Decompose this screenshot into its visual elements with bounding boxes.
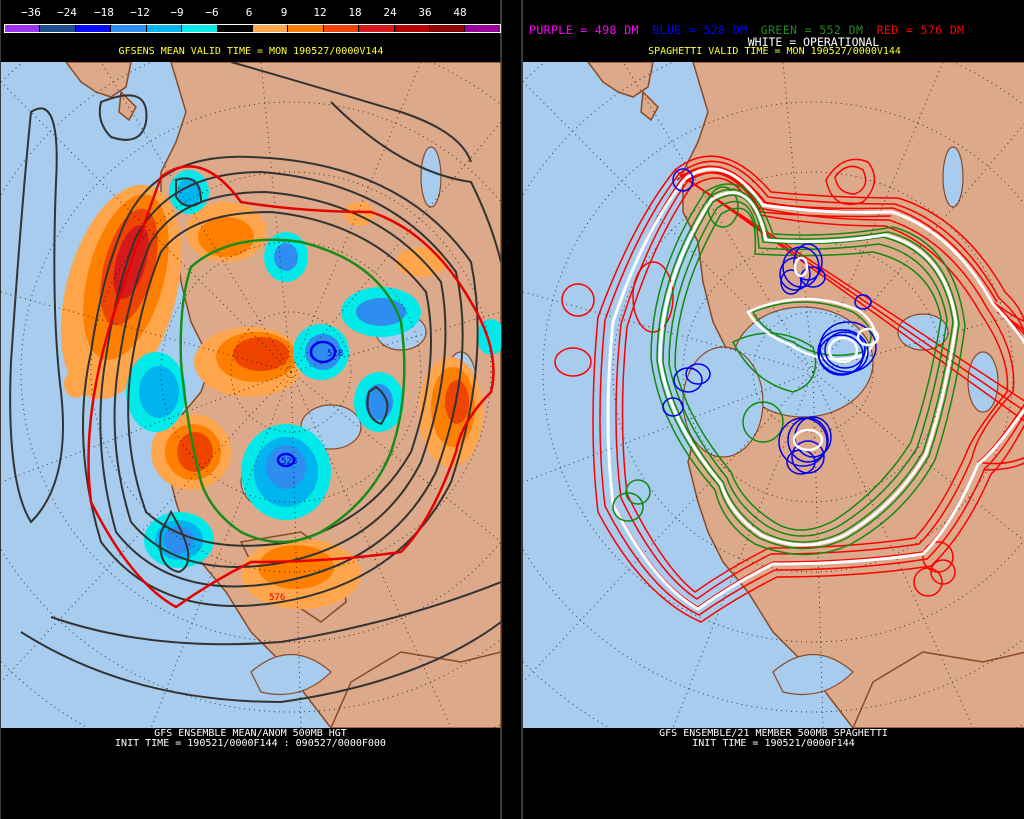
colorbar-swatch <box>359 25 395 32</box>
spaghetti-footer: GFS ENSEMBLE/21 MEMBER 500MB SPAGHETTI I… <box>523 729 1024 749</box>
contour-label: 576 <box>269 593 285 603</box>
colorbar-swatch <box>430 25 466 32</box>
colorbar-label: −6 <box>205 6 219 19</box>
colorbar-label: −18 <box>94 6 114 19</box>
contour-552 <box>179 238 406 544</box>
colorbar-swatch <box>394 25 431 32</box>
colorbar-swatch <box>323 25 360 32</box>
colorbar-swatch <box>217 25 253 32</box>
mean-init-time: INIT TIME = 190521/0000F144 : 090527/000… <box>115 738 386 749</box>
contour-label: 528 <box>327 349 343 359</box>
polar-stereographic-map: 528 528 576 <box>1 62 501 728</box>
operational-528 <box>792 256 880 452</box>
colorbar-swatch <box>288 25 324 32</box>
colorbar-label: 9 <box>280 6 288 19</box>
colorbar-label: 48 <box>453 6 467 19</box>
colorbar-label: 6 <box>245 6 253 19</box>
negative-anomalies <box>126 170 501 568</box>
mean-valid-time: GFSENS MEAN VALID TIME = MON 190527/0000… <box>118 46 384 57</box>
colorbar-labels: −36 −24 −18 −12 −9 −6 6 9 12 18 24 36 48 <box>1 6 501 20</box>
spaghetti-legend: PURPLE = 498 DM BLUE = 528 DM GREEN = 55… <box>529 23 1024 37</box>
spaghetti-map <box>523 62 1024 728</box>
spaghetti-init-time: INIT TIME = 190521/0000F144 <box>692 738 855 749</box>
contour-label: 528 <box>281 457 297 467</box>
contour-576 <box>87 165 495 609</box>
polar-stereographic-map <box>523 62 1024 728</box>
legend-green: GREEN = 552 DM <box>760 23 864 37</box>
spaghetti-576 <box>554 155 1024 623</box>
colorbar-swatch <box>75 25 112 32</box>
colorbar-swatch <box>182 25 218 32</box>
colorbar-label: −9 <box>170 6 184 19</box>
spaghetti-552 <box>612 183 966 556</box>
colorbar-label: 36 <box>418 6 432 19</box>
legend-operational: WHITE = OPERATIONAL <box>747 35 880 49</box>
anomaly-colorbar <box>4 24 501 33</box>
colorbar-label: 18 <box>348 6 362 19</box>
ensemble-mean-map: 528 528 576 <box>1 62 501 728</box>
operational-552 <box>658 191 958 547</box>
legend-purple: PURPLE = 498 DM <box>529 23 639 37</box>
mean-chart-title: GFS ENSEMBLE MEAN/ANOM 500MB HGT <box>154 728 347 739</box>
colorbar-label: 24 <box>383 6 397 19</box>
mean-footer: GFS ENSEMBLE MEAN/ANOM 500MB HGT INIT TI… <box>1 729 500 749</box>
graticule <box>1 62 501 728</box>
inland-water <box>682 146 999 696</box>
ensemble-mean-panel: −36 −24 −18 −12 −9 −6 6 9 12 18 24 36 48… <box>0 0 502 819</box>
colorbar-label: −12 <box>130 6 150 19</box>
colorbar-swatch <box>465 25 500 32</box>
legend-blue: BLUE = 528 DM <box>652 23 748 37</box>
colorbar-swatch <box>111 25 147 32</box>
colorbar-label: −24 <box>57 6 77 19</box>
colorbar-label: 12 <box>313 6 327 19</box>
spaghetti-valid-time: SPAGHETTI VALID TIME = MON 190527/0000V1… <box>648 46 901 57</box>
operational-576 <box>606 167 1024 611</box>
colorbar-swatch <box>146 25 183 32</box>
spaghetti-panel: PURPLE = 498 DM BLUE = 528 DM GREEN = 55… <box>521 0 1024 819</box>
colorbar-swatch <box>5 25 41 32</box>
colorbar-swatch <box>40 25 76 32</box>
colorbar-label: −36 <box>21 6 41 19</box>
colorbar-swatch <box>252 25 289 32</box>
contour-528 <box>276 340 337 468</box>
spaghetti-chart-title: GFS ENSEMBLE/21 MEMBER 500MB SPAGHETTI <box>659 728 888 739</box>
legend-red: RED = 576 DM <box>876 23 965 37</box>
